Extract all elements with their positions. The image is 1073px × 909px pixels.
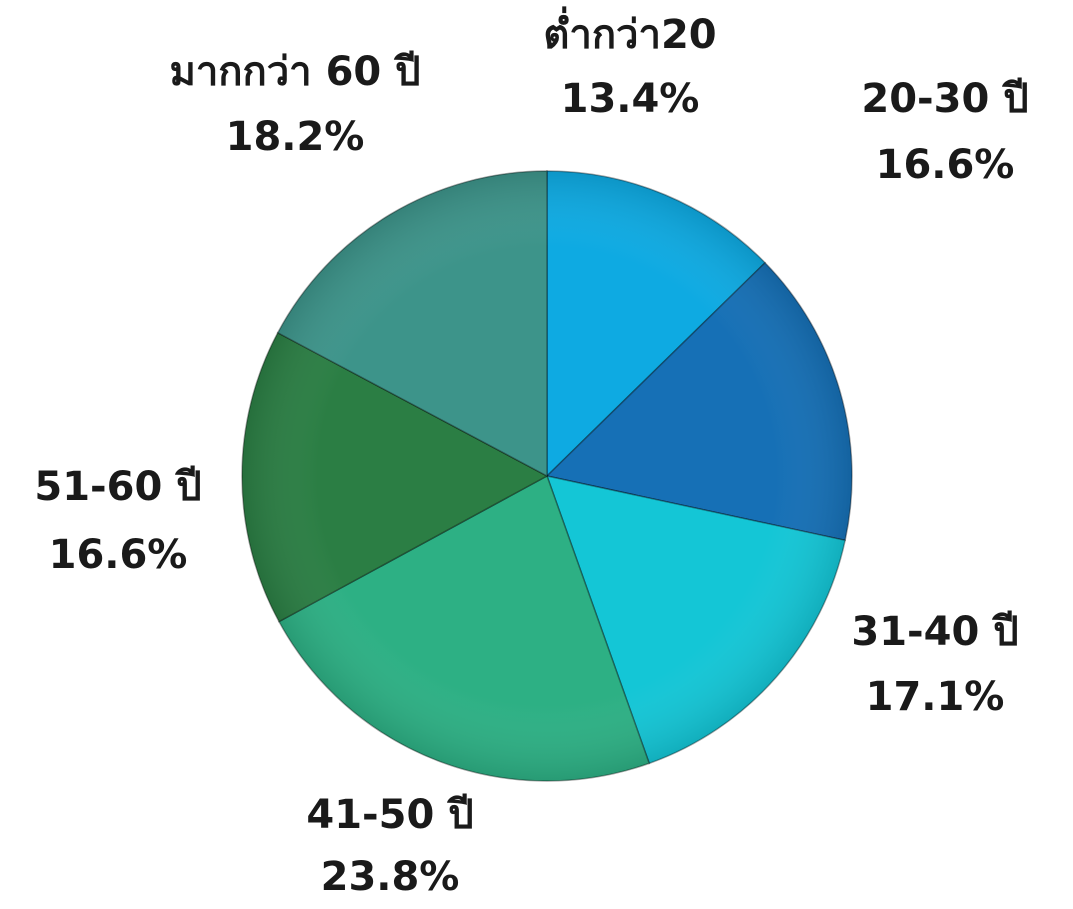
slice-value-label: 23.8%: [321, 854, 460, 900]
slice-value-label: 16.6%: [49, 532, 188, 578]
slice-category: 20-30 ปี: [861, 76, 1028, 122]
slice-value-label: 18.2%: [226, 114, 365, 160]
slice-category: มากกว่า 60 ปี: [169, 49, 420, 95]
pie: [242, 171, 852, 781]
slice-value-label: 16.6%: [876, 142, 1015, 188]
slice-value-label: 17.1%: [866, 674, 1005, 720]
pie-shade: [242, 171, 852, 781]
slice-value-label: 13.4%: [561, 76, 700, 122]
slice-category: 41-50 ปี: [306, 792, 473, 838]
chart: ต่ำกว่า20 13.4% 20-30 ปี 16.6% 31-40 ปี 17.1%…: [0, 0, 1073, 909]
slice-category: 31-40 ปี: [851, 609, 1018, 655]
slice-category: 51-60 ปี: [34, 464, 201, 510]
slice-category: ต่ำกว่า20: [543, 6, 716, 58]
